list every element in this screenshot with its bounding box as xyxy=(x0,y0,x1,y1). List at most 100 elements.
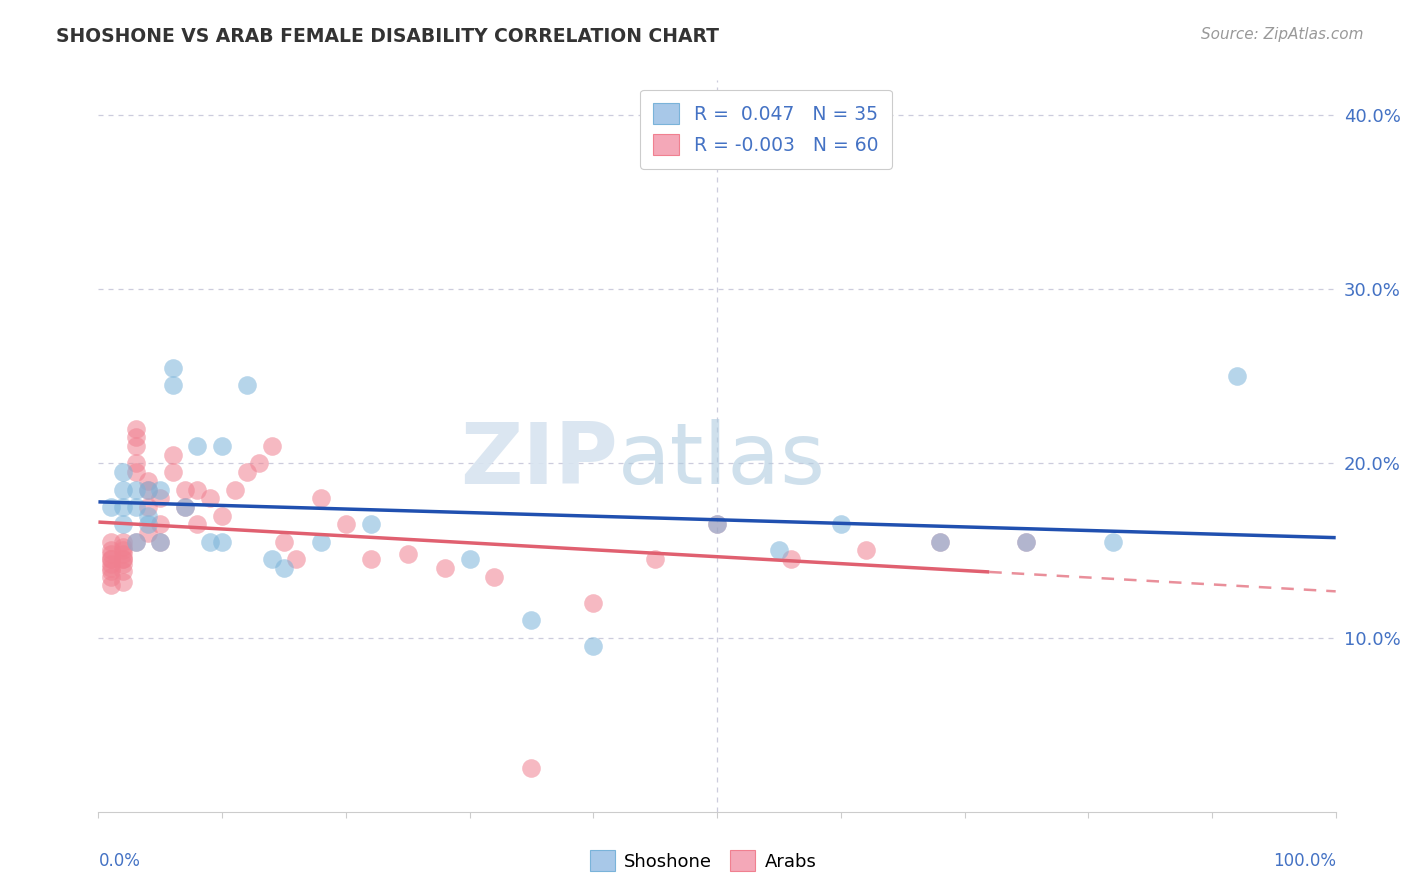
Point xyxy=(582,596,605,610)
Point xyxy=(260,552,283,566)
Legend: Shoshone, Arabs: Shoshone, Arabs xyxy=(582,843,824,879)
Point xyxy=(112,465,135,479)
Point xyxy=(162,465,184,479)
Point xyxy=(100,552,122,566)
Point xyxy=(520,761,543,775)
Point xyxy=(236,465,259,479)
Point xyxy=(928,534,950,549)
Point xyxy=(928,534,950,549)
Point xyxy=(186,517,208,532)
Point xyxy=(100,565,122,579)
Text: ZIP: ZIP xyxy=(460,419,619,502)
Point xyxy=(136,483,159,497)
Point xyxy=(112,552,135,566)
Point xyxy=(112,500,135,514)
Point xyxy=(162,448,184,462)
Point xyxy=(136,474,159,488)
Point xyxy=(484,569,506,583)
Point xyxy=(273,534,295,549)
Point xyxy=(100,543,122,558)
Point xyxy=(100,534,122,549)
Point xyxy=(780,552,803,566)
Point xyxy=(112,547,135,561)
Point xyxy=(236,378,259,392)
Point xyxy=(112,483,135,497)
Point xyxy=(309,534,332,549)
Point xyxy=(124,483,146,497)
Point xyxy=(768,543,790,558)
Point xyxy=(100,547,122,561)
Point xyxy=(112,574,135,589)
Point xyxy=(211,508,233,523)
Point xyxy=(174,500,197,514)
Point xyxy=(112,558,135,572)
Point xyxy=(112,543,135,558)
Point xyxy=(112,565,135,579)
Point xyxy=(360,552,382,566)
Point xyxy=(149,534,172,549)
Point xyxy=(136,508,159,523)
Point xyxy=(149,491,172,506)
Point xyxy=(124,465,146,479)
Point xyxy=(112,540,135,554)
Point xyxy=(582,640,605,654)
Point xyxy=(520,613,543,627)
Point xyxy=(124,457,146,471)
Point xyxy=(198,534,221,549)
Point xyxy=(247,457,270,471)
Point xyxy=(1015,534,1038,549)
Point xyxy=(458,552,481,566)
Point xyxy=(224,483,246,497)
Point xyxy=(100,500,122,514)
Text: SHOSHONE VS ARAB FEMALE DISABILITY CORRELATION CHART: SHOSHONE VS ARAB FEMALE DISABILITY CORRE… xyxy=(56,27,720,45)
Text: 100.0%: 100.0% xyxy=(1272,852,1336,870)
Point xyxy=(100,552,122,566)
Point xyxy=(124,430,146,444)
Point xyxy=(136,517,159,532)
Point xyxy=(149,517,172,532)
Point xyxy=(830,517,852,532)
Point xyxy=(706,517,728,532)
Text: Source: ZipAtlas.com: Source: ZipAtlas.com xyxy=(1201,27,1364,42)
Point xyxy=(285,552,308,566)
Point xyxy=(100,558,122,572)
Point xyxy=(124,439,146,453)
Point xyxy=(360,517,382,532)
Point xyxy=(100,578,122,592)
Point xyxy=(112,517,135,532)
Point xyxy=(186,439,208,453)
Point xyxy=(309,491,332,506)
Point xyxy=(162,378,184,392)
Point xyxy=(198,491,221,506)
Point xyxy=(706,517,728,532)
Text: atlas: atlas xyxy=(619,419,827,502)
Point xyxy=(1226,369,1249,384)
Point xyxy=(1015,534,1038,549)
Point xyxy=(260,439,283,453)
Point xyxy=(396,547,419,561)
Point xyxy=(186,483,208,497)
Point xyxy=(136,483,159,497)
Point xyxy=(124,534,146,549)
Point xyxy=(136,526,159,541)
Point xyxy=(136,500,159,514)
Point xyxy=(211,439,233,453)
Text: 0.0%: 0.0% xyxy=(98,852,141,870)
Point xyxy=(124,534,146,549)
Point xyxy=(100,569,122,583)
Legend: R =  0.047   N = 35, R = -0.003   N = 60: R = 0.047 N = 35, R = -0.003 N = 60 xyxy=(640,90,891,169)
Point xyxy=(162,360,184,375)
Point xyxy=(335,517,357,532)
Point xyxy=(100,561,122,575)
Point xyxy=(174,500,197,514)
Point xyxy=(112,534,135,549)
Point xyxy=(149,483,172,497)
Point xyxy=(644,552,666,566)
Point xyxy=(124,500,146,514)
Point xyxy=(433,561,456,575)
Point xyxy=(112,552,135,566)
Point xyxy=(124,421,146,435)
Point xyxy=(211,534,233,549)
Point xyxy=(1102,534,1125,549)
Point xyxy=(855,543,877,558)
